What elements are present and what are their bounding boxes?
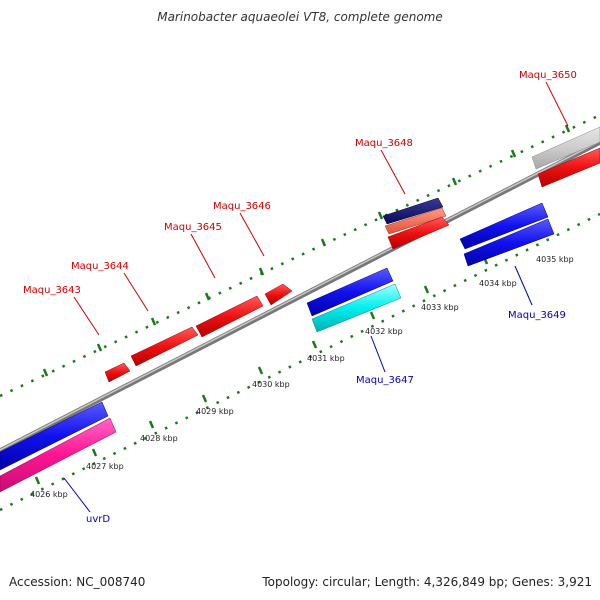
leader-maqu-3643: [73, 296, 100, 336]
lower-tick: [423, 285, 430, 294]
reverse-genes: [0, 202, 555, 493]
gene-maqu-3649[interactable]: [463, 218, 555, 267]
tick-label-4032: 4032 kbp: [365, 327, 403, 336]
gene-label-maqu-3643[interactable]: Maqu_3643: [23, 285, 81, 296]
lower-ruler: [0, 212, 600, 512]
gene-label-maqu-3647[interactable]: Maqu_3647: [356, 375, 414, 386]
gene-uvrd[interactable]: [0, 417, 117, 493]
gene-label-maqu-3650[interactable]: Maqu_3650: [519, 70, 577, 81]
accession-label: Accession: NC_008740: [9, 575, 146, 589]
label-leaders: [63, 81, 569, 513]
upper-tick: [451, 177, 458, 186]
gene-label-maqu-3648[interactable]: Maqu_3648: [355, 138, 413, 149]
upper-tick: [204, 292, 211, 301]
chromosome-backbone: [0, 139, 600, 454]
gene-uvrd-blue[interactable]: [0, 401, 109, 471]
leader-maqu-3649: [514, 265, 533, 306]
lower-tick: [311, 340, 318, 349]
leader-maqu-3647: [370, 335, 386, 373]
upper-ruler: [0, 113, 600, 398]
gene-maqu-3649-upper[interactable]: [459, 202, 549, 250]
upper-major-ticks: [42, 124, 571, 377]
tick-label-4031: 4031 kbp: [307, 354, 345, 363]
leader-maqu-3646: [239, 212, 265, 257]
gene-labels: Maqu_3643 Maqu_3644 Maqu_3645 Maqu_3646 …: [23, 70, 577, 525]
gene-maqu-3645[interactable]: [195, 295, 264, 338]
forward-genes: [104, 126, 600, 383]
upper-tick: [320, 238, 327, 247]
gene-label-maqu-3645[interactable]: Maqu_3645: [164, 222, 222, 233]
tick-label-4026: 4026 kbp: [30, 490, 68, 499]
gene-maqu-3646[interactable]: [264, 283, 293, 306]
upper-tick: [510, 149, 517, 158]
lower-tick: [257, 366, 264, 375]
leader-maqu-3644: [123, 272, 149, 312]
tick-label-4035: 4035 kbp: [536, 255, 574, 264]
upper-tick: [258, 267, 265, 276]
gene-maqu-3643[interactable]: [104, 362, 131, 383]
lower-tick: [369, 311, 376, 320]
gene-maqu-3647[interactable]: [311, 283, 402, 333]
tick-labels: 4026 kbp 4027 kbp 4028 kbp 4029 kbp 4030…: [30, 255, 574, 499]
chromosome-backbone-highlight: [0, 140, 600, 451]
tick-label-4033: 4033 kbp: [421, 303, 459, 312]
gene-label-uvrd[interactable]: uvrD: [86, 514, 110, 525]
upper-tick: [42, 368, 49, 377]
tick-label-4028: 4028 kbp: [140, 434, 178, 443]
upper-tick: [96, 343, 103, 352]
lower-tick: [34, 476, 41, 485]
gene-label-maqu-3646[interactable]: Maqu_3646: [213, 201, 271, 212]
gene-maqu-3650[interactable]: [537, 147, 600, 188]
lower-tick: [148, 420, 155, 429]
upper-tick: [150, 317, 157, 326]
tick-label-4029: 4029 kbp: [196, 407, 234, 416]
gene-maqu-3650-gray[interactable]: [531, 126, 600, 170]
gene-label-maqu-3644[interactable]: Maqu_3644: [71, 261, 129, 272]
leader-maqu-3645: [190, 233, 216, 279]
upper-tick: [377, 211, 384, 220]
gene-label-maqu-3649[interactable]: Maqu_3649: [508, 310, 566, 321]
gene-maqu-3644[interactable]: [130, 326, 199, 367]
gene-maqu-3648[interactable]: [387, 216, 450, 250]
map-title: Marinobacter aquaeolei VT8, complete gen…: [157, 10, 443, 24]
upper-tick: [564, 124, 571, 133]
genome-summary-label: Topology: circular; Length: 4,326,849 bp…: [262, 575, 592, 589]
lower-tick: [201, 394, 208, 403]
gene-maqu-3648-navy[interactable]: [382, 197, 444, 225]
tick-label-4034: 4034 kbp: [479, 279, 517, 288]
leader-maqu-3648: [380, 149, 406, 195]
tick-label-4027: 4027 kbp: [86, 462, 124, 471]
leader-uvrd: [63, 477, 91, 513]
lower-tick: [91, 448, 98, 457]
gene-maqu-3648-salmon[interactable]: [384, 207, 447, 235]
tick-label-4030: 4030 kbp: [252, 380, 290, 389]
gene-maqu-3647-blue[interactable]: [306, 267, 394, 317]
leader-maqu-3650: [545, 81, 569, 127]
